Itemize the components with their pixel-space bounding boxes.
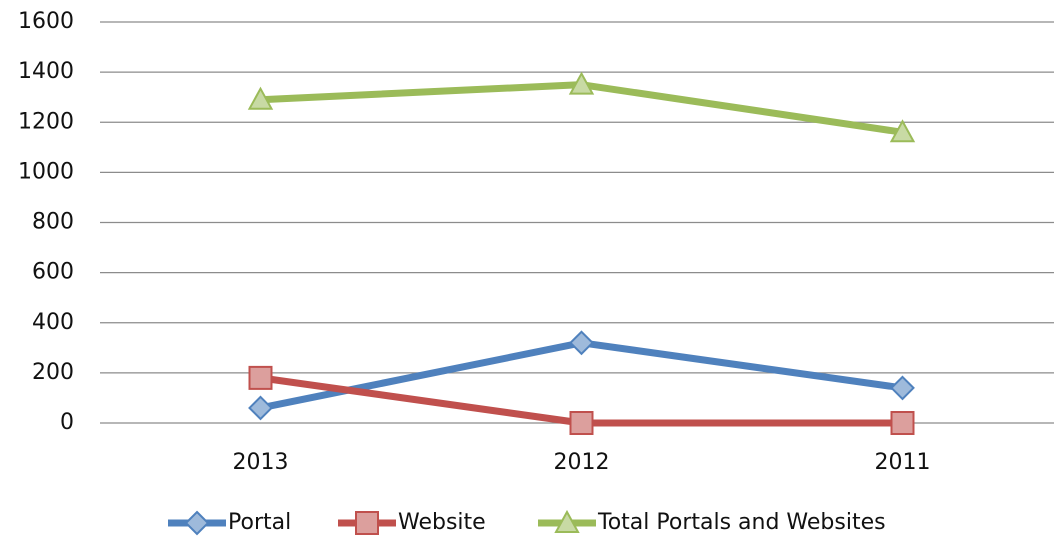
y-tick-label: 600 xyxy=(32,260,74,285)
x-tick-label: 2013 xyxy=(233,450,289,475)
y-tick-label: 1200 xyxy=(18,109,74,134)
marker xyxy=(247,86,274,110)
marker xyxy=(569,411,594,435)
y-tick-label: 200 xyxy=(32,360,74,385)
legend-label: Portal xyxy=(228,510,291,535)
marker xyxy=(890,411,915,435)
y-tick-label: 800 xyxy=(32,210,74,235)
legend-label: Website xyxy=(398,510,486,535)
x-tick-label: 2011 xyxy=(875,450,931,475)
marker xyxy=(890,375,915,401)
marker xyxy=(889,119,916,143)
y-tick-label: 1600 xyxy=(18,9,74,34)
marker xyxy=(355,511,379,535)
y-tick-label: 400 xyxy=(32,310,74,335)
y-tick-label: 1000 xyxy=(18,159,74,184)
legend-label: Total Portals and Websites xyxy=(597,510,886,535)
marker xyxy=(554,509,580,533)
marker xyxy=(569,330,594,356)
y-tick-label: 0 xyxy=(60,410,74,435)
y-tick-label: 1400 xyxy=(18,59,74,84)
marker xyxy=(568,71,595,95)
marker xyxy=(184,510,210,536)
marker xyxy=(248,365,273,390)
marker xyxy=(248,395,273,421)
x-tick-label: 2012 xyxy=(554,450,610,475)
